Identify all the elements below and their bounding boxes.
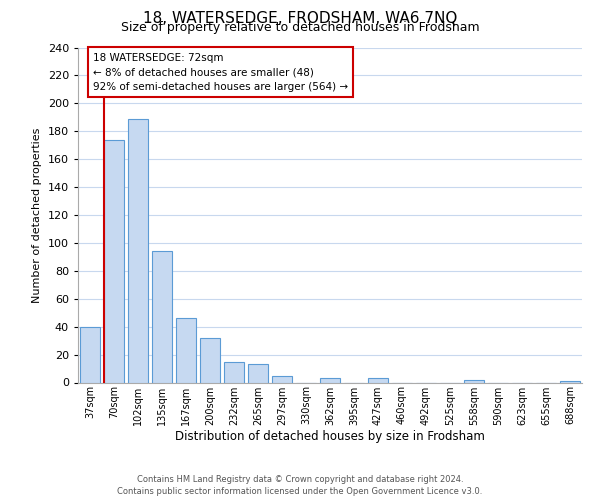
Bar — [272, 376, 292, 382]
Bar — [104, 140, 124, 382]
Bar — [176, 318, 196, 382]
Bar — [560, 381, 580, 382]
Bar — [152, 252, 172, 382]
Bar — [128, 118, 148, 382]
Bar — [200, 338, 220, 382]
Bar — [464, 380, 484, 382]
Text: 18 WATERSEDGE: 72sqm
← 8% of detached houses are smaller (48)
92% of semi-detach: 18 WATERSEDGE: 72sqm ← 8% of detached ho… — [93, 52, 348, 92]
Bar — [80, 326, 100, 382]
Bar — [248, 364, 268, 382]
Bar — [320, 378, 340, 382]
Text: Size of property relative to detached houses in Frodsham: Size of property relative to detached ho… — [121, 22, 479, 35]
Y-axis label: Number of detached properties: Number of detached properties — [32, 128, 42, 302]
Bar — [368, 378, 388, 382]
Text: 18, WATERSEDGE, FRODSHAM, WA6 7NQ: 18, WATERSEDGE, FRODSHAM, WA6 7NQ — [143, 11, 457, 26]
X-axis label: Distribution of detached houses by size in Frodsham: Distribution of detached houses by size … — [175, 430, 485, 444]
Text: Contains HM Land Registry data © Crown copyright and database right 2024.
Contai: Contains HM Land Registry data © Crown c… — [118, 474, 482, 496]
Bar — [224, 362, 244, 382]
